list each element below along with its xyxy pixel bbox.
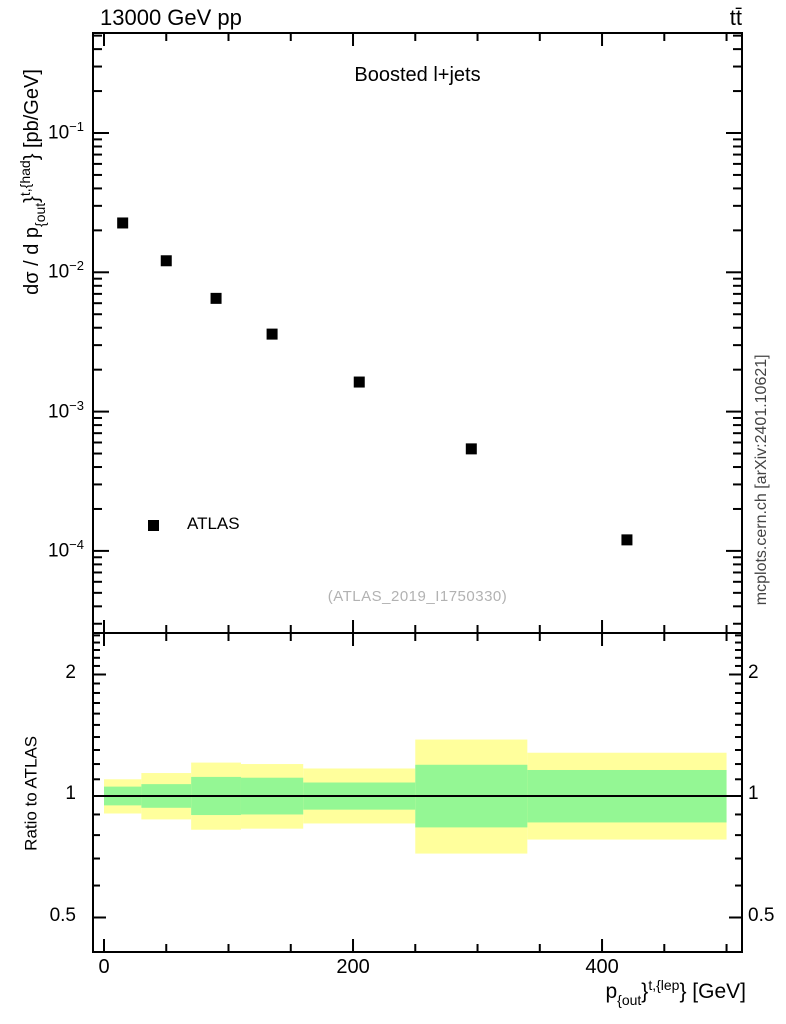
main-panel-frame bbox=[92, 32, 743, 634]
data-point-marker bbox=[160, 255, 172, 267]
analysis-watermark: (ATLAS_2019_I1750330) bbox=[327, 588, 508, 605]
analysis-title: Boosted l+jets bbox=[354, 64, 481, 86]
ratio-tick-label-right: 1 bbox=[748, 783, 759, 804]
x-tick-label: 400 bbox=[585, 956, 619, 978]
ratio-tick-label-left: 2 bbox=[65, 661, 76, 683]
data-point-marker bbox=[465, 443, 477, 455]
legend-label: ATLAS bbox=[187, 514, 240, 533]
mcplots-side-note: mcplots.cern.ch [arXiv:2401.10621] bbox=[753, 354, 771, 606]
ratio-axis-title: Ratio to ATLAS bbox=[21, 735, 41, 851]
legend-marker-square bbox=[148, 520, 159, 531]
data-point-marker bbox=[621, 534, 633, 546]
y-tick-label: 10−1 bbox=[48, 119, 84, 144]
ratio-panel-frame bbox=[92, 632, 743, 953]
data-point-marker bbox=[210, 292, 222, 304]
x-tick-label: 200 bbox=[336, 956, 370, 978]
ratio-tick-label-right: 2 bbox=[748, 661, 759, 683]
data-point-marker bbox=[353, 376, 365, 388]
process-title: tt̄ bbox=[729, 5, 742, 30]
x-axis-title: p{out}t,{lep} [GeV] bbox=[605, 977, 746, 1008]
beam-energy-title: 13000 GeV pp bbox=[100, 5, 242, 30]
ratio-tick-label-left: 0.5 bbox=[49, 904, 76, 926]
y-axis-title: dσ / d p{out}t,{had} [pb/GeV] bbox=[17, 69, 48, 295]
x-tick-label: 0 bbox=[98, 956, 110, 978]
ratio-tick-label-left: 1 bbox=[65, 783, 76, 804]
y-tick-label: 10−3 bbox=[48, 397, 84, 422]
data-point-marker bbox=[266, 328, 278, 340]
ratio-tick-label-right: 0.5 bbox=[748, 904, 775, 926]
y-tick-label: 10−2 bbox=[48, 258, 84, 283]
y-tick-label: 10−4 bbox=[48, 536, 84, 562]
data-point-marker bbox=[117, 217, 129, 229]
